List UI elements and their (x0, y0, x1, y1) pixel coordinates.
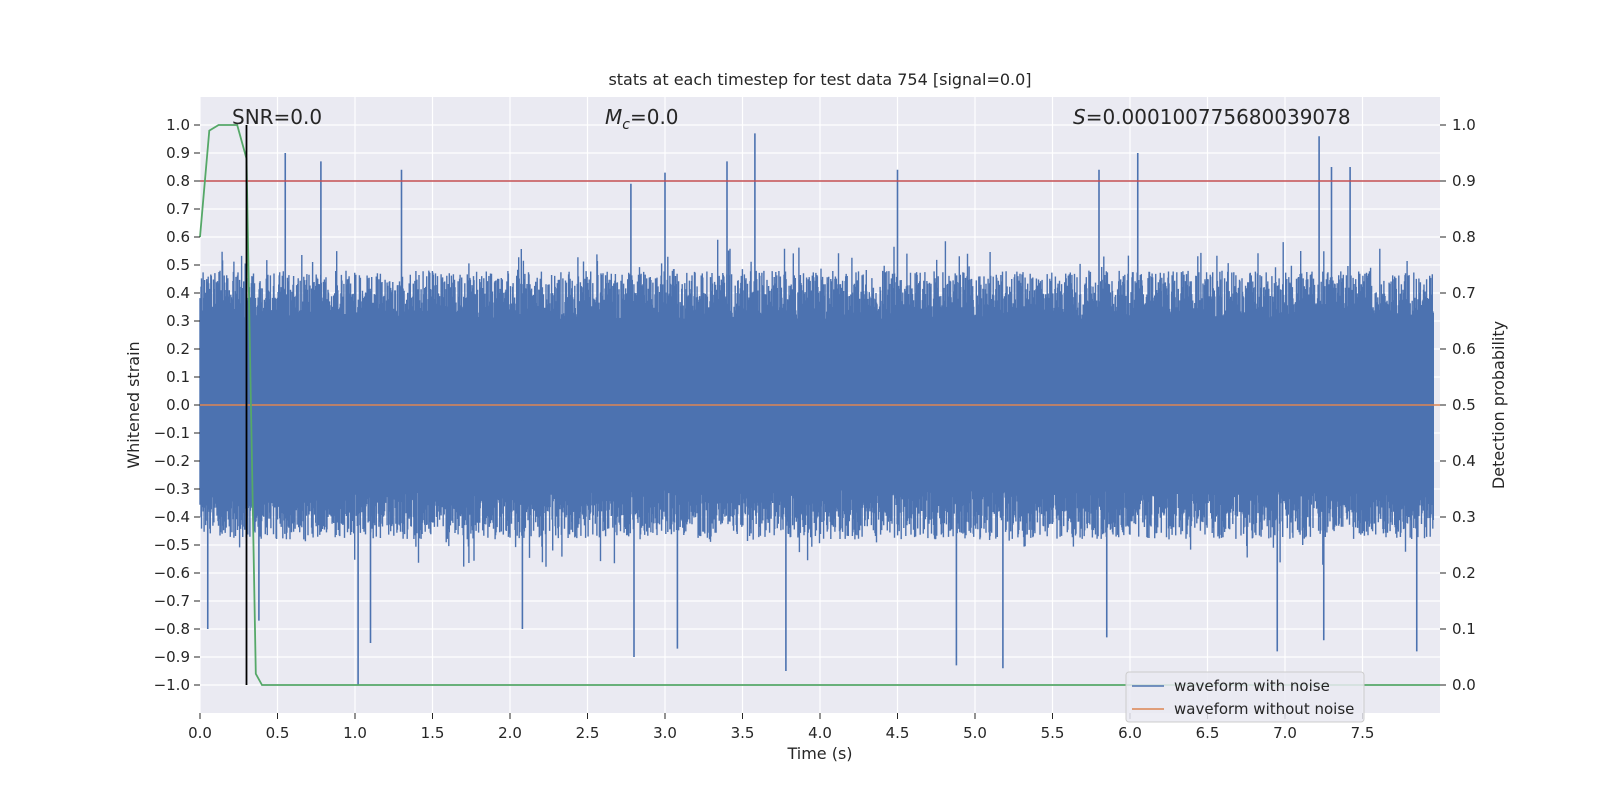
y-tick-label-−0.2: −0.2 (154, 452, 190, 470)
x-tick-label-1.0: 1.0 (343, 724, 367, 742)
x-tick-label-2.0: 2.0 (498, 724, 522, 742)
mc-value: =0.0 (630, 105, 679, 129)
y-tick-label-−0.1: −0.1 (154, 424, 190, 442)
y2-tick-label-1.0: 1.0 (1452, 116, 1476, 134)
x-tick-label-4.5: 4.5 (886, 724, 910, 742)
x-tick-label-6.0: 6.0 (1118, 724, 1142, 742)
x-tick-label-1.5: 1.5 (421, 724, 445, 742)
legend-label-with-noise: waveform with noise (1174, 677, 1330, 695)
x-tick-label-5.0: 5.0 (963, 724, 987, 742)
y-tick-label-−0.7: −0.7 (154, 592, 190, 610)
legend: waveform with noise waveform without noi… (1125, 671, 1365, 723)
y2-tick-label-0.2: 0.2 (1452, 564, 1476, 582)
annotation-chirp-mass: Mc=0.0 (605, 105, 679, 133)
x-axis-label: Time (s) (786, 744, 852, 763)
y-tick-label-−0.3: −0.3 (154, 480, 190, 498)
x-tick-label-3.5: 3.5 (731, 724, 755, 742)
y-axis-label: Whitened strain (124, 341, 143, 468)
mc-subscript: c (622, 117, 630, 133)
x-tick-label-0.5: 0.5 (266, 724, 290, 742)
y-tick-label-−0.9: −0.9 (154, 648, 190, 666)
y2-tick-label-0.0: 0.0 (1452, 676, 1476, 694)
x-tick-label-4.0: 4.0 (808, 724, 832, 742)
annotation-snr: SNR=0.0 (232, 105, 322, 129)
x-tick-label-7.5: 7.5 (1351, 724, 1375, 742)
y-tick-label-−1.0: −1.0 (154, 676, 190, 694)
y2-tick-label-0.5: 0.5 (1452, 396, 1476, 414)
y2-tick-label-0.7: 0.7 (1452, 284, 1476, 302)
y2-tick-label-0.1: 0.1 (1452, 620, 1476, 638)
axis-ticks: 0.0 0.5 1.0 1.5 2.0 2.5 3.0 3.5 4.0 4.5 5.0 5.5 6.0 6… (154, 116, 1476, 742)
y-tick-label-0.5: 0.5 (166, 256, 190, 274)
y-tick-label-0.2: 0.2 (166, 340, 190, 358)
y-tick-label-0.1: 0.1 (166, 368, 190, 386)
y2-tick-label-0.3: 0.3 (1452, 508, 1476, 526)
y-tick-label-0.0: 0.0 (166, 396, 190, 414)
x-tick-label-6.5: 6.5 (1196, 724, 1220, 742)
y2-tick-label-0.4: 0.4 (1452, 452, 1476, 470)
legend-label-without-noise: waveform without noise (1174, 700, 1354, 718)
y-tick-label-−0.6: −0.6 (154, 564, 190, 582)
y-tick-label-−0.5: −0.5 (154, 536, 190, 554)
y-tick-label-0.9: 0.9 (166, 144, 190, 162)
y-tick-label-0.4: 0.4 (166, 284, 190, 302)
y2-tick-label-0.9: 0.9 (1452, 172, 1476, 190)
y-tick-label-0.8: 0.8 (166, 172, 190, 190)
x-tick-label-0.0: 0.0 (188, 724, 212, 742)
y-tick-label-0.3: 0.3 (166, 312, 190, 330)
detection-probability-line (199, 124, 1440, 686)
mc-symbol: M (605, 105, 622, 129)
x-tick-label-7.0: 7.0 (1273, 724, 1297, 742)
s-symbol: S (1073, 105, 1086, 129)
y-tick-label-0.6: 0.6 (166, 228, 190, 246)
overlay-lines (199, 124, 1440, 686)
y2-tick-label-0.8: 0.8 (1452, 228, 1476, 246)
annotation-statistic: S=0.000100775680039078 (1073, 105, 1351, 129)
y-tick-label-−0.4: −0.4 (154, 508, 190, 526)
x-tick-label-5.5: 5.5 (1041, 724, 1065, 742)
y-tick-label-−0.8: −0.8 (154, 620, 190, 638)
s-value: =0.000100775680039078 (1086, 105, 1351, 129)
x-tick-label-2.5: 2.5 (576, 724, 600, 742)
y-tick-label-1.0: 1.0 (166, 116, 190, 134)
legend-box (1125, 671, 1365, 723)
y-tick-label-0.7: 0.7 (166, 200, 190, 218)
y2-tick-label-0.6: 0.6 (1452, 340, 1476, 358)
chart-title: stats at each timestep for test data 754… (608, 70, 1031, 89)
x-tick-label-3.0: 3.0 (653, 724, 677, 742)
y2-axis-label: Detection probability (1489, 321, 1508, 489)
